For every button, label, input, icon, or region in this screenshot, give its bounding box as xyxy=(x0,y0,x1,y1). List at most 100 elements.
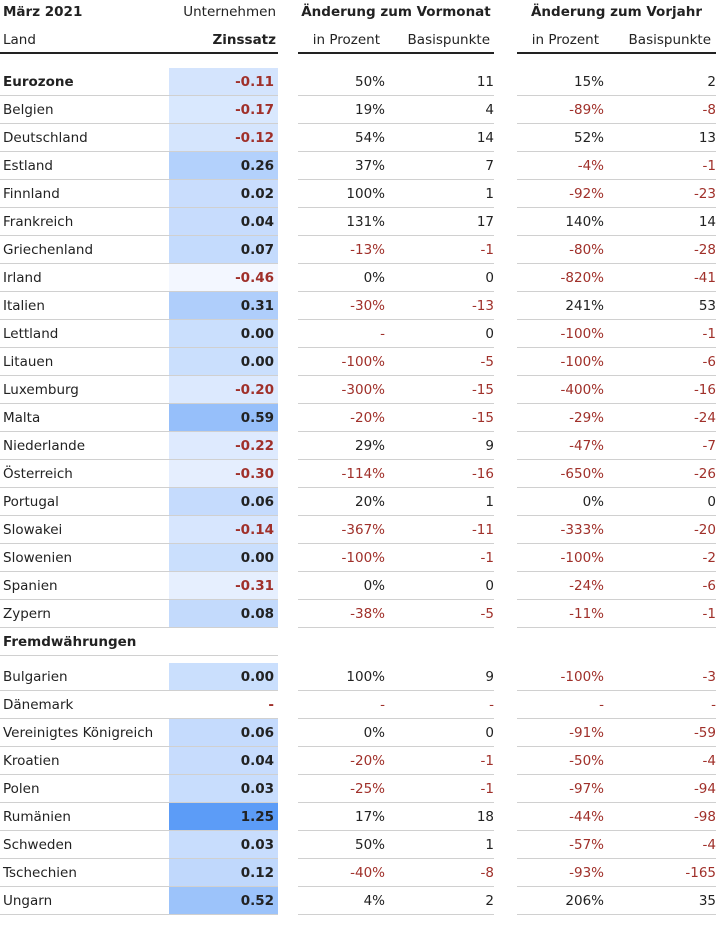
mom-pct-cell: 100% xyxy=(346,186,385,202)
row-divider xyxy=(0,627,278,628)
mom-bp-cell: 1 xyxy=(485,837,494,853)
zinssatz-cell: 0.59 xyxy=(169,404,278,432)
mom-bp-cell: 1 xyxy=(485,494,494,510)
row-divider xyxy=(0,235,278,236)
row-divider xyxy=(298,515,494,516)
row-divider xyxy=(517,690,716,691)
yoy-bp-cell: 13 xyxy=(698,130,716,146)
yoy-pct-cell: -333% xyxy=(560,522,604,538)
table-row: Niederlande -0.22 29% 9 -47% -7 xyxy=(0,432,725,460)
mom-bp-cell: 0 xyxy=(485,578,494,594)
yoy-bp-cell: -59 xyxy=(693,725,716,741)
table-row: Kroatien 0.04 -20% -1 -50% -4 xyxy=(0,747,725,775)
mom-bp-cell: 11 xyxy=(476,74,494,90)
row-divider xyxy=(0,319,278,320)
country-name: Portugal xyxy=(3,494,59,510)
yoy-pct-cell: -50% xyxy=(569,753,604,769)
table-row: Frankreich 0.04 131% 17 140% 14 xyxy=(0,208,725,236)
table-row: Rumänien 1.25 17% 18 -44% -98 xyxy=(0,803,725,831)
zinssatz-cell: -0.12 xyxy=(169,124,278,152)
yoy-pct-cell: -97% xyxy=(569,781,604,797)
row-divider xyxy=(298,263,494,264)
row-divider xyxy=(298,95,494,96)
yoy-bp-cell: 14 xyxy=(698,214,716,230)
country-name: Malta xyxy=(3,410,41,426)
row-divider xyxy=(517,802,716,803)
mom-bp-cell: 4 xyxy=(485,102,494,118)
table-row: Luxemburg -0.20 -300% -15 -400% -16 xyxy=(0,376,725,404)
mom-pct-column-header: in Prozent xyxy=(312,32,380,48)
table-row: Dänemark - - - - - xyxy=(0,691,725,719)
row-divider xyxy=(0,914,278,915)
mom-bp-cell: -8 xyxy=(480,865,494,881)
mom-bp-cell: -15 xyxy=(471,410,494,426)
country-name: Niederlande xyxy=(3,438,86,454)
mom-pct-cell: 29% xyxy=(354,438,385,454)
mom-pct-cell: 0% xyxy=(363,578,385,594)
country-name: Bulgarien xyxy=(3,669,68,685)
row-divider xyxy=(298,774,494,775)
mom-pct-cell: 20% xyxy=(354,494,385,510)
row-divider xyxy=(517,235,716,236)
table-row: Lettland 0.00 - 0 -100% -1 xyxy=(0,320,725,348)
row-divider xyxy=(517,403,716,404)
table-row: Ungarn 0.52 4% 2 206% 35 xyxy=(0,887,725,915)
yoy-pct-cell: 0% xyxy=(582,494,604,510)
yoy-pct-cell: -400% xyxy=(560,382,604,398)
yoy-bp-cell: -7 xyxy=(702,438,716,454)
mom-pct-cell: 54% xyxy=(354,130,385,146)
mom-pct-cell: - xyxy=(380,326,385,342)
country-name: Spanien xyxy=(3,578,58,594)
mom-pct-cell: 0% xyxy=(363,270,385,286)
country-name: Lettland xyxy=(3,326,59,342)
country-name: Tschechien xyxy=(3,865,77,881)
yoy-pct-cell: -100% xyxy=(560,669,604,685)
table-row: Italien 0.31 -30% -13 241% 53 xyxy=(0,292,725,320)
row-divider xyxy=(0,431,278,432)
yoy-pct-cell: -89% xyxy=(569,102,604,118)
table-row: Deutschland -0.12 54% 14 52% 13 xyxy=(0,124,725,152)
country-name: Polen xyxy=(3,781,40,797)
zinssatz-cell: 0.07 xyxy=(169,236,278,264)
country-name: Finnland xyxy=(3,186,60,202)
mom-bp-column-header: Basispunkte xyxy=(407,32,490,48)
zinssatz-cell: 0.12 xyxy=(169,859,278,887)
row-divider xyxy=(517,515,716,516)
yoy-pct-cell: -24% xyxy=(569,578,604,594)
country-name: Eurozone xyxy=(3,74,74,90)
row-divider xyxy=(298,599,494,600)
zinssatz-cell: 0.31 xyxy=(169,292,278,320)
row-divider xyxy=(517,151,716,152)
yoy-pct-cell: -44% xyxy=(569,809,604,825)
yoy-bp-cell: -41 xyxy=(693,270,716,286)
row-divider xyxy=(0,123,278,124)
row-divider xyxy=(517,347,716,348)
group-title: Fremdwährungen xyxy=(3,634,137,650)
row-divider xyxy=(0,207,278,208)
row-divider xyxy=(298,571,494,572)
zinssatz-cell: -0.17 xyxy=(169,96,278,124)
yoy-pct-cell: -93% xyxy=(569,865,604,881)
mom-pct-cell: 131% xyxy=(346,214,385,230)
mom-bp-cell: 17 xyxy=(476,214,494,230)
mom-bp-cell: -1 xyxy=(480,753,494,769)
mom-bp-cell: 7 xyxy=(485,158,494,174)
mom-pct-cell: -367% xyxy=(341,522,385,538)
row-divider xyxy=(298,543,494,544)
row-divider xyxy=(517,543,716,544)
yoy-pct-cell: 15% xyxy=(573,74,604,90)
row-divider xyxy=(0,802,278,803)
zinssatz-cell: 0.03 xyxy=(169,775,278,803)
row-divider xyxy=(298,487,494,488)
yoy-bp-cell: -1 xyxy=(702,158,716,174)
row-divider xyxy=(298,914,494,915)
row-divider xyxy=(517,487,716,488)
row-divider xyxy=(298,151,494,152)
mom-bp-cell: 2 xyxy=(485,893,494,909)
yoy-bp-cell: -4 xyxy=(702,753,716,769)
country-name: Vereinigtes Königreich xyxy=(3,725,154,741)
zinssatz-cell: 0.03 xyxy=(169,831,278,859)
row-divider xyxy=(298,886,494,887)
country-name: Dänemark xyxy=(3,697,74,713)
row-divider xyxy=(517,431,716,432)
